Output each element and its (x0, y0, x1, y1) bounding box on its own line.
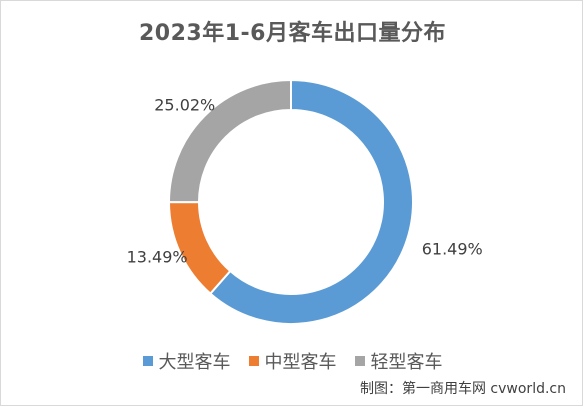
source-credit: 制图：第一商用车网 cvworld.cn (359, 381, 566, 397)
legend-swatch-1 (142, 356, 153, 366)
legend-item-3: 轻型客车 (354, 348, 443, 374)
legend-item-1: 大型客车 (142, 348, 231, 374)
data-label-1: 61.49% (422, 240, 483, 259)
legend-label-3: 轻型客车 (370, 352, 443, 373)
legend-swatch-3 (354, 356, 365, 366)
legend: 大型客车 中型客车 轻型客车 (1, 348, 584, 374)
donut-slice-3 (167, 78, 292, 204)
donut-slice-1 (208, 78, 414, 325)
chart-title: 2023年1-6月客车出口量分布 (139, 21, 446, 46)
data-label-3: 25.02% (154, 95, 215, 114)
legend-item-2: 中型客车 (248, 348, 337, 374)
legend-swatch-2 (248, 356, 259, 366)
legend-label-1: 大型客车 (158, 352, 231, 373)
legend-label-2: 中型客车 (264, 352, 337, 373)
donut-data-labels: 61.49% 13.49% 25.02% (127, 95, 483, 266)
data-label-2: 13.49% (127, 248, 188, 267)
donut-slices (167, 78, 414, 325)
